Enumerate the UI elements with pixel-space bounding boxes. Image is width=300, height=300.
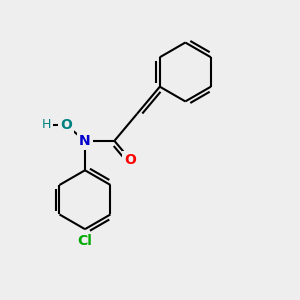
Text: H: H	[42, 118, 51, 131]
Text: O: O	[124, 153, 136, 167]
Text: Cl: Cl	[77, 235, 92, 248]
Text: N: N	[79, 134, 91, 148]
Text: O: O	[60, 118, 72, 132]
